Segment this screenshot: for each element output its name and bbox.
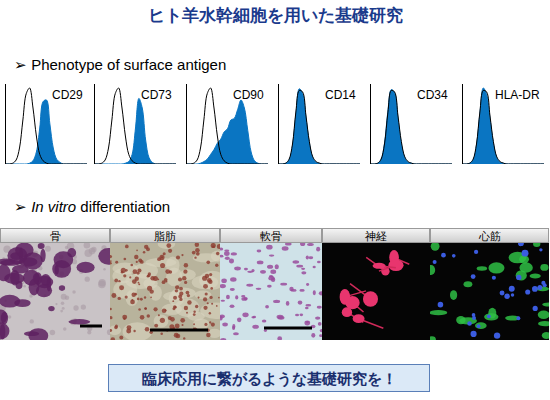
html-text:軟骨: 軟骨 xyxy=(260,230,282,243)
html-text:ヒト羊水幹細胞を用いた基礎研究: ヒト羊水幹細胞を用いた基礎研究 xyxy=(147,5,403,25)
html-text:臨床応用に繋がるような基礎研究を！: 臨床応用に繋がるような基礎研究を！ xyxy=(141,370,397,388)
html-text:骨: 骨 xyxy=(49,230,61,243)
html-text:神経: 神経 xyxy=(365,230,387,243)
svg-text:CD90: CD90 xyxy=(233,88,264,102)
html-text:➢ In vitro differentiation: ➢ In vitro differentiation xyxy=(14,198,171,215)
svg-text:CD73: CD73 xyxy=(141,88,172,102)
svg-text:CD34: CD34 xyxy=(417,88,448,102)
svg-text:CD29: CD29 xyxy=(52,88,83,102)
html-text:➢ Phenotype of surface antigen: ➢ Phenotype of surface antigen xyxy=(14,56,227,73)
svg-text:HLA-DR: HLA-DR xyxy=(495,88,540,102)
svg-text:CD14: CD14 xyxy=(325,88,356,102)
html-text:脂肪: 脂肪 xyxy=(154,230,176,243)
html-text:心筋: 心筋 xyxy=(478,230,501,243)
